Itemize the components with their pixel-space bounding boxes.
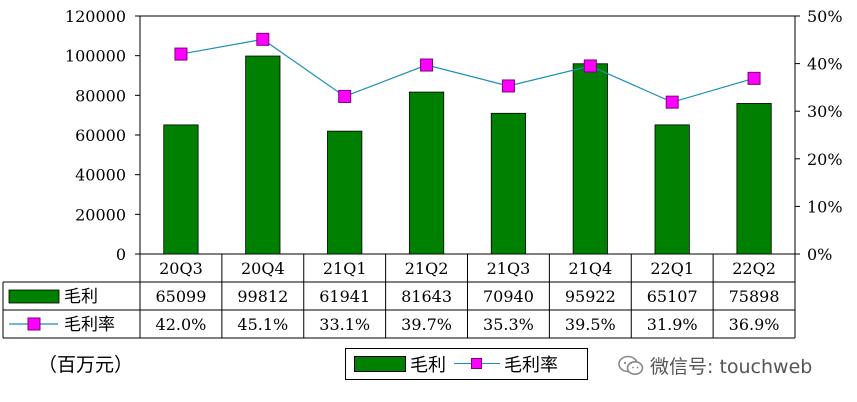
plot-area xyxy=(139,15,796,255)
data-label: 35.3% xyxy=(483,315,534,334)
unit-label: （百万元） xyxy=(38,354,134,376)
table-row-label: 毛利率 xyxy=(64,315,115,335)
data-label: 70940 xyxy=(483,287,534,306)
legend-item-line: 毛利率 xyxy=(454,351,558,377)
y-left-tick-label: 60000 xyxy=(75,126,126,145)
series-line xyxy=(180,38,755,103)
x-tick-label: 21Q1 xyxy=(323,259,367,278)
data-label: 95922 xyxy=(565,287,616,306)
data-label: 75898 xyxy=(729,287,780,306)
data-label: 65099 xyxy=(155,287,206,306)
legend: 毛利 毛利率 xyxy=(345,348,588,380)
bar xyxy=(572,63,608,255)
data-label: 42.0% xyxy=(156,315,207,334)
line-point xyxy=(665,95,679,109)
data-label: 39.7% xyxy=(401,315,452,334)
data-label: 61941 xyxy=(319,287,370,306)
table-row-label: 毛利 xyxy=(64,287,98,307)
y-left-tick-label: 20000 xyxy=(75,205,126,224)
bar xyxy=(327,130,363,255)
legend-bar-label: 毛利 xyxy=(410,355,446,376)
x-tick-label: 22Q1 xyxy=(650,259,694,278)
data-label: 31.9% xyxy=(647,315,698,334)
y-right-tick-label: 40% xyxy=(807,55,843,74)
y-left-tick-label: 80000 xyxy=(75,86,126,105)
table-bar-key xyxy=(8,289,60,304)
y-right-tick-label: 30% xyxy=(807,102,843,121)
line-point xyxy=(501,79,515,93)
watermark: 微信号: touchweb xyxy=(618,352,812,379)
legend-bar-swatch xyxy=(354,356,406,372)
bar xyxy=(654,124,690,255)
bar xyxy=(736,103,772,255)
legend-line-label: 毛利率 xyxy=(504,355,558,376)
data-label: 36.9% xyxy=(729,315,780,334)
y-left-tick-label: 120000 xyxy=(65,7,126,26)
bar xyxy=(245,55,281,255)
data-label: 81643 xyxy=(401,287,452,306)
x-tick-label: 20Q3 xyxy=(159,259,203,278)
y-left-tick-label: 0 xyxy=(116,245,126,264)
data-label: 33.1% xyxy=(319,315,370,334)
x-tick-label: 21Q2 xyxy=(405,259,449,278)
bar xyxy=(163,124,199,255)
line-point xyxy=(420,58,434,72)
x-tick-label: 22Q2 xyxy=(732,259,776,278)
y-right-tick-label: 10% xyxy=(807,197,843,216)
line-point xyxy=(747,71,761,85)
x-tick-label: 20Q4 xyxy=(241,259,285,278)
watermark-text: 微信号: touchweb xyxy=(650,356,813,378)
legend-line-swatch xyxy=(454,357,500,371)
y-left-tick-label: 40000 xyxy=(75,166,126,185)
line-point xyxy=(583,59,597,73)
y-right-tick-label: 0% xyxy=(807,245,832,264)
y-right-tick-label: 50% xyxy=(807,7,843,26)
y-left-tick-label: 100000 xyxy=(65,47,126,66)
x-tick-label: 21Q3 xyxy=(487,259,531,278)
bar xyxy=(490,112,527,255)
y-right-tick-label: 20% xyxy=(807,150,843,169)
data-label: 99812 xyxy=(237,287,288,306)
data-label: 39.5% xyxy=(565,315,616,334)
x-tick-label: 21Q4 xyxy=(568,259,612,278)
data-label: 65107 xyxy=(647,287,698,306)
bar xyxy=(408,91,445,255)
wechat-icon xyxy=(618,355,644,375)
line-point xyxy=(338,89,352,103)
data-label: 45.1% xyxy=(237,315,288,334)
table-marker-key xyxy=(27,317,41,331)
legend-item-bar: 毛利 xyxy=(354,351,446,377)
line-point xyxy=(256,32,270,46)
line-point xyxy=(174,47,188,61)
